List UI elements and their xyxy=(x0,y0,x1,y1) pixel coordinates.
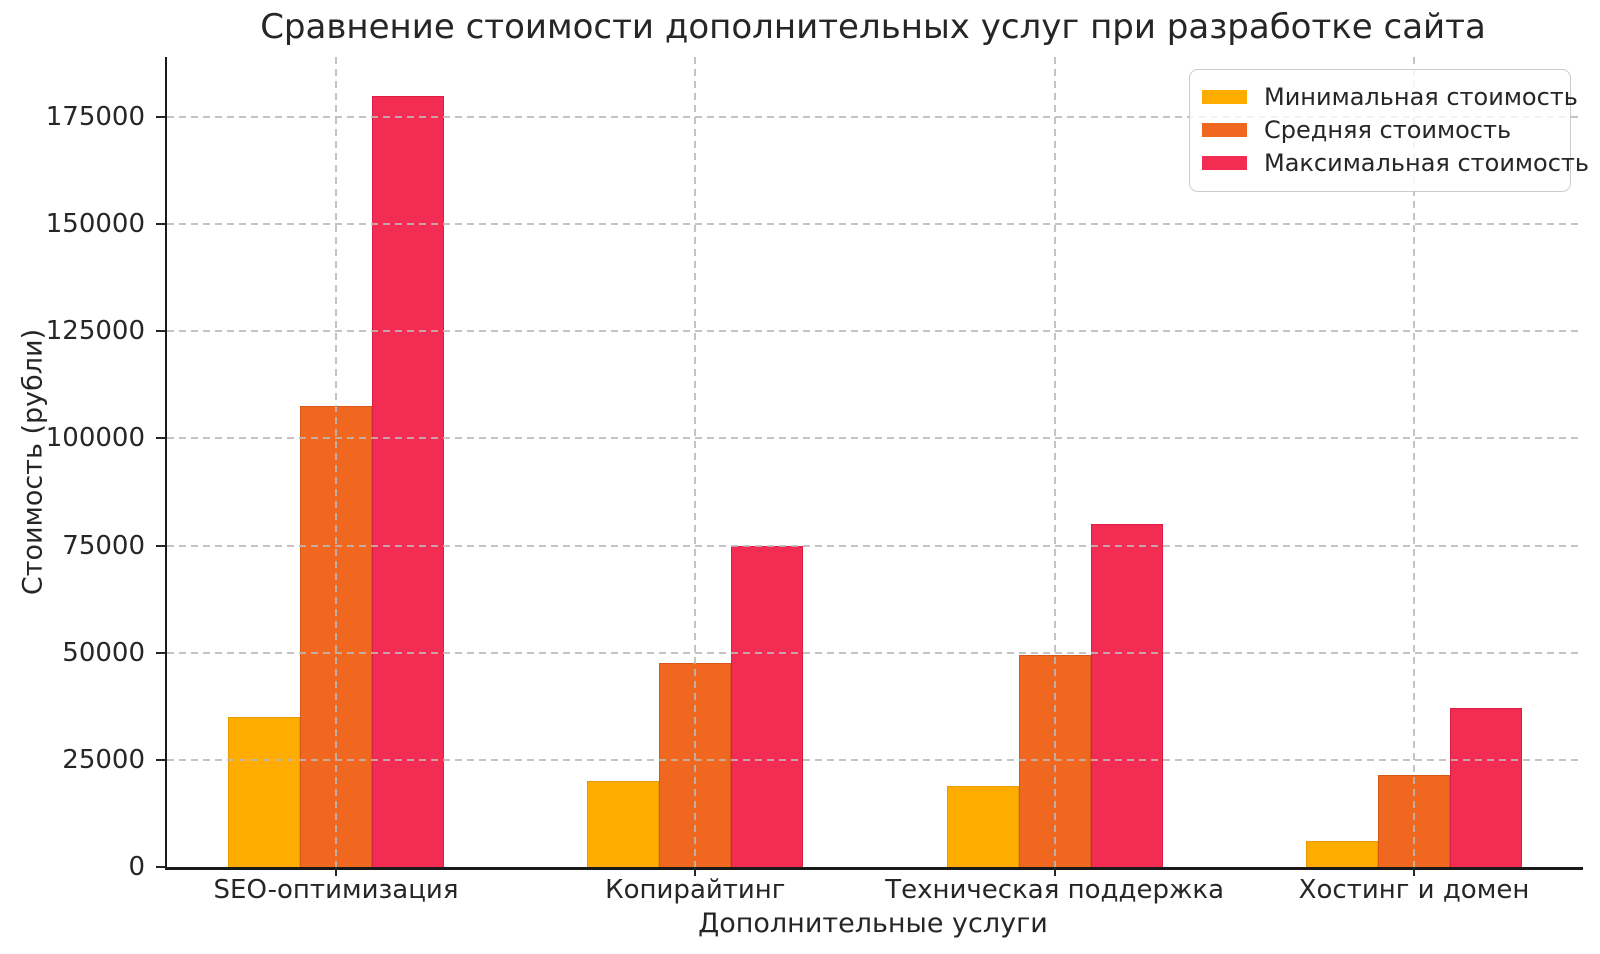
legend-item: Средняя стоимость xyxy=(1202,113,1556,146)
x-tick-mark xyxy=(1053,867,1056,876)
x-tick-label: Хостинг и домен xyxy=(1298,875,1530,905)
y-tick-mark xyxy=(156,651,165,654)
bar-max-c3 xyxy=(1450,708,1522,867)
bar-min-c1 xyxy=(587,781,660,867)
legend-label: Средняя стоимость xyxy=(1264,115,1512,144)
y-tick-label: 175000 xyxy=(45,102,145,132)
y-tick-label: 75000 xyxy=(62,530,145,561)
chart-title: Сравнение стоимости дополнительных услуг… xyxy=(260,7,1486,47)
v-gridline xyxy=(335,57,337,867)
legend-label: Максимальная стоимость xyxy=(1264,148,1590,177)
v-gridline xyxy=(1413,57,1415,867)
y-tick-label: 25000 xyxy=(62,744,145,775)
h-gridline xyxy=(167,758,1583,761)
y-tick-mark xyxy=(156,866,165,868)
x-tick-mark xyxy=(694,867,697,876)
y-tick-mark xyxy=(156,437,165,440)
h-gridline xyxy=(167,544,1583,547)
plot-area: 0 25000 50000 75000 100000 125000 150000 175000… xyxy=(46,57,1583,905)
x-axis-label: Дополнительные услуги xyxy=(698,908,1048,939)
bar-min-c3 xyxy=(1306,841,1378,867)
legend-swatch xyxy=(1202,89,1247,104)
y-tick-label: 125000 xyxy=(45,316,145,347)
legend: Минимальная стоимость Средняя стоимость Ма… xyxy=(1189,69,1589,192)
h-gridline xyxy=(167,651,1583,654)
y-tick-mark xyxy=(156,330,165,333)
bar-max-c1 xyxy=(731,545,804,867)
y-tick-mark xyxy=(156,758,165,761)
bar-min-c0 xyxy=(228,717,300,867)
legend-item: Минимальная стоимость xyxy=(1202,80,1578,113)
y-tick-label: 50000 xyxy=(62,637,145,668)
y-tick-label: 100000 xyxy=(45,423,145,454)
legend-label: Минимальная стоимость xyxy=(1264,82,1578,111)
x-tick-mark xyxy=(1413,867,1415,876)
x-tick-label: Копирайтинг xyxy=(605,875,786,905)
legend-swatch xyxy=(1202,122,1247,137)
bar-max-c0 xyxy=(372,95,444,867)
h-gridline xyxy=(167,437,1583,440)
bar-min-c2 xyxy=(946,785,1019,867)
y-axis-label: Стоимость (рубли) xyxy=(17,328,49,596)
bar-max-c2 xyxy=(1090,524,1163,867)
x-tick-label: SEO-оптимизация xyxy=(213,875,459,905)
y-tick-mark xyxy=(156,544,165,547)
y-tick-label: 0 xyxy=(128,852,145,882)
v-gridline xyxy=(694,57,697,867)
h-gridline xyxy=(167,330,1583,333)
y-tick-label: 150000 xyxy=(45,209,145,240)
x-tick-label: Техническая поддержка xyxy=(885,875,1225,905)
v-gridline xyxy=(1053,57,1056,867)
y-tick-mark xyxy=(156,116,165,118)
h-gridline xyxy=(167,116,1583,118)
h-gridline xyxy=(167,223,1583,226)
x-tick-mark xyxy=(335,867,337,876)
legend-swatch xyxy=(1202,155,1247,170)
legend-item: Максимальная стоимость xyxy=(1202,146,1589,179)
y-tick-mark xyxy=(156,223,165,226)
